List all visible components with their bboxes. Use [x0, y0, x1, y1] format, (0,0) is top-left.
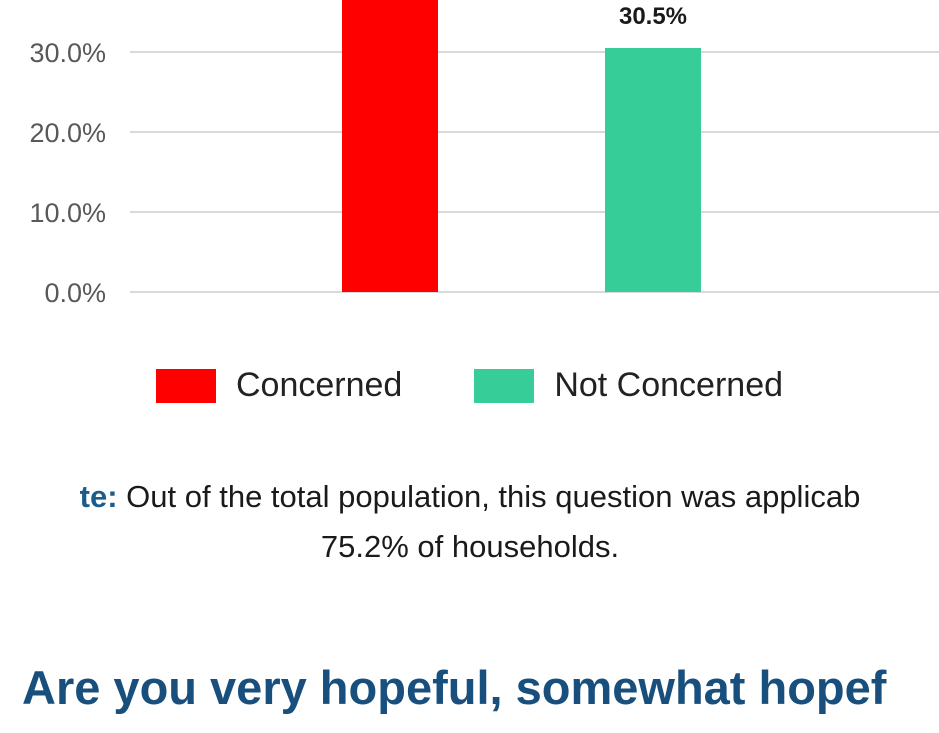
bar-concerned [342, 0, 438, 292]
chart-legend: Concerned Not Concerned [0, 366, 939, 405]
bar-not-concerned [605, 48, 701, 292]
legend-swatch-not-concerned [474, 368, 535, 403]
y-tick-label: 30.0% [29, 38, 106, 68]
note-text-line-2: 75.2% of households. [320, 529, 620, 564]
y-tick-label: 20.0% [29, 118, 106, 148]
legend-label-concerned: Concerned [235, 366, 403, 404]
bar-chart: 0.0% 10.0% 20.0% 30.0% 30.5% [29, 0, 939, 308]
y-axis-tick-labels: 0.0% 10.0% 20.0% 30.0% [29, 38, 106, 308]
note-line-1: te: Out of the total population, this qu… [0, 472, 939, 522]
note-text-line-1: Out of the total population, this questi… [126, 479, 861, 514]
note-label: te: [79, 479, 118, 514]
bars [342, 0, 701, 292]
legend-label-not-concerned: Not Concerned [554, 366, 784, 404]
legend-item-not-concerned: Not Concerned [474, 366, 783, 405]
y-tick-label: 10.0% [29, 198, 106, 228]
legend-item-concerned: Concerned [155, 366, 403, 405]
data-label-not-concerned: 30.5% [619, 3, 687, 30]
data-labels: 30.5% [619, 3, 687, 30]
chart-note: te: Out of the total population, this qu… [0, 472, 939, 572]
gridlines [130, 51, 939, 293]
legend-swatch-concerned [155, 368, 216, 403]
next-question-heading: Are you very hopeful, somewhat hopef [22, 661, 887, 714]
y-tick-label: 0.0% [44, 278, 106, 308]
